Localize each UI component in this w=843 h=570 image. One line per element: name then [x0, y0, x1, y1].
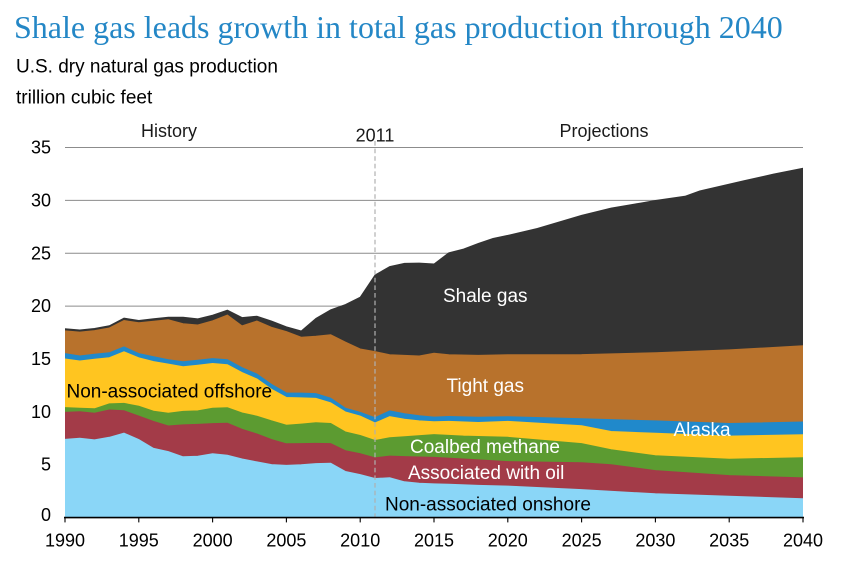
svg-text:trillion cubic feet: trillion cubic feet: [16, 88, 153, 109]
svg-text:2000: 2000: [193, 531, 233, 551]
svg-text:2035: 2035: [709, 531, 749, 551]
svg-text:30: 30: [31, 191, 51, 211]
svg-text:Shale gas leads growth in tota: Shale gas leads growth in total gas prod…: [14, 9, 783, 45]
svg-text:2015: 2015: [414, 531, 454, 551]
svg-text:15: 15: [31, 349, 51, 369]
svg-text:2005: 2005: [266, 531, 306, 551]
svg-text:Projections: Projections: [559, 121, 648, 141]
svg-text:Shale gas: Shale gas: [443, 286, 528, 307]
svg-text:2010: 2010: [340, 531, 380, 551]
svg-text:2030: 2030: [635, 531, 675, 551]
svg-text:2025: 2025: [562, 531, 602, 551]
svg-text:Associated with oil: Associated with oil: [408, 463, 564, 484]
svg-text:U.S. dry natural gas productio: U.S. dry natural gas production: [16, 57, 278, 78]
svg-text:1995: 1995: [119, 531, 159, 551]
svg-text:25: 25: [31, 243, 51, 263]
svg-text:Tight gas: Tight gas: [447, 376, 524, 397]
svg-text:2040: 2040: [783, 531, 823, 551]
svg-text:35: 35: [31, 138, 51, 158]
svg-text:5: 5: [41, 455, 51, 475]
svg-text:0: 0: [41, 505, 51, 525]
svg-text:1990: 1990: [45, 531, 85, 551]
svg-text:Alaska: Alaska: [674, 420, 731, 441]
svg-text:2020: 2020: [488, 531, 528, 551]
svg-text:2011: 2011: [356, 126, 395, 146]
svg-text:Non-associated offshore: Non-associated offshore: [67, 382, 273, 403]
svg-text:10: 10: [31, 402, 51, 422]
svg-text:Non-associated onshore: Non-associated onshore: [385, 495, 591, 516]
svg-text:20: 20: [31, 296, 51, 316]
svg-text:Coalbed methane: Coalbed methane: [410, 437, 560, 458]
svg-text:History: History: [141, 121, 197, 141]
